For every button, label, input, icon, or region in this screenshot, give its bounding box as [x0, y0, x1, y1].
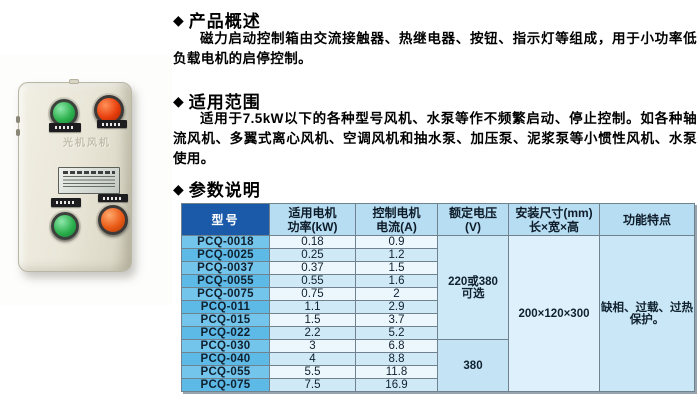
diamond-bullet-icon: ◆: [173, 180, 185, 197]
heading-text: 产品概述: [188, 12, 261, 31]
table-row: PCQ-011 1.1 2.9: [181, 300, 695, 314]
value-cell: 0.37: [269, 261, 356, 275]
spec-table: 型号 适用电机 功率(kW) 控制电机 电流(A) 额定电压 (V) 安装尺寸(mm) …: [181, 203, 695, 392]
button-label-plate: [98, 194, 128, 202]
control-box: 光机风机: [16, 79, 132, 272]
model-cell: PCQ-0075: [181, 287, 270, 301]
overview-paragraph: 磁力启动控制箱由交流接触器、热继电器、按钮、指示灯等组成，用于小功率低负载电机的…: [173, 31, 697, 66]
model-cell: PCQ-030: [181, 339, 270, 353]
value-cell: 6.8: [355, 339, 438, 353]
table-row: PCQ-0055 0.55 1.6: [181, 274, 695, 288]
diamond-bullet-icon: ◆: [173, 11, 185, 28]
box-top-notch: [69, 79, 79, 84]
section-heading-scope: ◆ 适用范围: [173, 88, 261, 113]
model-cell: PCQ-022: [181, 326, 270, 340]
value-cell: 16.9: [355, 378, 438, 392]
table-row: PCQ-030 3 6.8 380: [181, 339, 695, 392]
hinge-icon: [16, 116, 20, 123]
value-cell: 1.5: [269, 313, 356, 327]
voltage-merged-cell: 220或380 可选: [437, 235, 509, 340]
table-row: PCQ-055 5.5 11.8: [181, 365, 695, 379]
value-cell: 1.1: [269, 300, 356, 314]
section-heading-parameters: ◆ 参数说明: [173, 176, 261, 201]
value-cell: 1.6: [355, 274, 438, 288]
value-cell: 7.5: [269, 378, 356, 392]
model-cell: PCQ-0018: [181, 235, 270, 249]
diamond-bullet-icon: ◆: [173, 92, 185, 109]
heading-text: 参数说明: [188, 181, 261, 200]
value-cell: 2.9: [355, 300, 438, 314]
hinge-icon: [16, 129, 20, 136]
table-row: PCQ-0075 0.75 2: [181, 287, 695, 301]
table-row: PCQ-075 7.5 16.9: [181, 378, 695, 392]
value-cell: 0.55: [269, 274, 356, 288]
voltage-merged-cell: 380: [437, 339, 509, 392]
product-photo: 光机风机: [0, 55, 172, 305]
column-header-5: 功能特点: [599, 203, 695, 236]
model-cell: PCQ-0025: [181, 248, 270, 262]
table-header-row: 型号 适用电机 功率(kW) 控制电机 电流(A) 额定电压 (V) 安装尺寸(mm) …: [181, 203, 695, 236]
model-cell: PCQ-040: [181, 352, 270, 366]
column-header-4: 安装尺寸(mm) 长×宽×高: [508, 203, 600, 236]
button-label-plate: [97, 120, 127, 128]
table-row: PCQ-015 1.5 3.7: [181, 313, 695, 327]
orange-button-bottom: [98, 205, 128, 235]
dimensions-merged-cell: 200×120×300: [508, 235, 600, 392]
value-cell: 5.5: [269, 365, 356, 379]
value-cell: 2: [355, 287, 438, 301]
value-cell: 0.25: [269, 248, 356, 262]
section-heading-overview: ◆ 产品概述: [173, 7, 261, 32]
value-cell: 0.18: [269, 235, 356, 249]
column-header-0: 型号: [181, 203, 270, 236]
green-button-bottom: [51, 212, 79, 240]
model-cell: PCQ-075: [181, 378, 270, 392]
value-cell: 1.5: [355, 261, 438, 275]
button-label-plate: [51, 198, 81, 207]
value-cell: 8.8: [355, 352, 438, 366]
column-header-2: 控制电机 电流(A): [355, 203, 438, 236]
column-header-1: 适用电机 功率(kW): [269, 203, 356, 236]
value-cell: 0.9: [355, 235, 438, 249]
model-cell: PCQ-055: [181, 365, 270, 379]
column-header-3: 额定电压 (V): [437, 203, 509, 236]
spec-table-container: 型号 适用电机 功率(kW) 控制电机 电流(A) 额定电压 (V) 安装尺寸(mm) …: [181, 203, 695, 392]
value-cell: 1.2: [355, 248, 438, 262]
value-cell: 11.8: [355, 365, 438, 379]
model-cell: PCQ-0055: [181, 274, 270, 288]
nameplate-text-lines: [63, 176, 115, 189]
button-label-plate: [49, 123, 81, 132]
table-row: PCQ-040 4 8.8: [181, 352, 695, 366]
value-cell: 3: [269, 339, 356, 353]
value-cell: 3.7: [355, 313, 438, 327]
nameplate: [58, 167, 120, 194]
embossed-brand-text: 光机风机: [63, 138, 111, 149]
model-cell: PCQ-0037: [181, 261, 270, 275]
scope-paragraph: 适用于7.5kW以下的各种型号风机、水泵等作不频繁启动、停止控制。如各种轴流风机…: [173, 111, 697, 166]
features-merged-cell: 缺相、过载、过热保护。: [599, 235, 695, 392]
heading-text: 适用范围: [188, 93, 261, 112]
model-cell: PCQ-015: [181, 313, 270, 327]
value-cell: 2.2: [269, 326, 356, 340]
value-cell: 0.75: [269, 287, 356, 301]
model-cell: PCQ-011: [181, 300, 270, 314]
value-cell: 4: [269, 352, 356, 366]
value-cell: 5.2: [355, 326, 438, 340]
table-row: PCQ-0018 0.18 0.9 220或380 可选 200×120×300 缺相、过…: [181, 235, 695, 392]
table-row: PCQ-022 2.2 5.2: [181, 326, 695, 340]
nameplate-title-line: [63, 171, 115, 174]
